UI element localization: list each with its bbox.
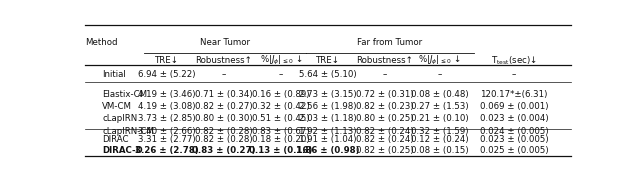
Text: 0.21 ± (0.10): 0.21 ± (0.10) [411,114,468,123]
Text: 1.92 ± (1.13): 1.92 ± (1.13) [300,127,356,135]
Text: 0.13 ± (0.16): 0.13 ± (0.16) [249,146,312,155]
Text: 0.08 ± (0.48): 0.08 ± (0.48) [411,90,468,98]
Text: 0.83 ± (0.67): 0.83 ± (0.67) [252,127,310,135]
Text: 0.12 ± (0.24): 0.12 ± (0.24) [411,135,468,144]
Text: %|$J_\phi$|$_{\leq 0}$ ↓: %|$J_\phi$|$_{\leq 0}$ ↓ [419,54,461,67]
Text: 0.82 ± (0.27): 0.82 ± (0.27) [195,102,253,111]
Text: Method: Method [85,38,118,47]
Text: Near Tumor: Near Tumor [200,38,250,47]
Text: Far from Tumor: Far from Tumor [357,38,422,47]
Text: %|$J_\phi$|$_{\leq 0}$ ↓: %|$J_\phi$|$_{\leq 0}$ ↓ [260,54,302,67]
Text: Robustness↑: Robustness↑ [356,56,413,65]
Text: 2.03 ± (1.18): 2.03 ± (1.18) [299,114,357,123]
Text: cLapIRN-CM: cLapIRN-CM [102,127,154,135]
Text: TRE↓: TRE↓ [155,56,179,65]
Text: 3.26 ± (2.78): 3.26 ± (2.78) [135,146,198,155]
Text: Elastix-CM: Elastix-CM [102,90,147,98]
Text: –: – [221,70,226,79]
Text: –: – [437,70,442,79]
Text: 0.27 ± (1.53): 0.27 ± (1.53) [411,102,468,111]
Text: 0.83 ± (0.27): 0.83 ± (0.27) [192,146,255,155]
Text: 0.069 ± (0.001): 0.069 ± (0.001) [480,102,548,111]
Text: –: – [383,70,387,79]
Text: 0.023 ± (0.004): 0.023 ± (0.004) [480,114,548,123]
Text: 0.82 ± (0.25): 0.82 ± (0.25) [356,146,414,155]
Text: 3.31 ± (2.77): 3.31 ± (2.77) [138,135,196,144]
Text: 0.82 ± (0.23): 0.82 ± (0.23) [356,102,414,111]
Text: 0.82 ± (0.28): 0.82 ± (0.28) [195,135,253,144]
Text: 0.18 ± (0.20): 0.18 ± (0.20) [252,135,310,144]
Text: 4.19 ± (3.08): 4.19 ± (3.08) [138,102,196,111]
Text: 0.82 ± (0.24): 0.82 ± (0.24) [356,135,414,144]
Text: 2.73 ± (3.15): 2.73 ± (3.15) [299,90,357,98]
Text: 0.16 ± (0.89): 0.16 ± (0.89) [252,90,310,98]
Text: 0.71 ± (0.34): 0.71 ± (0.34) [195,90,253,98]
Text: Robustness↑: Robustness↑ [195,56,252,65]
Text: –: – [278,70,283,79]
Text: 0.08 ± (0.15): 0.08 ± (0.15) [411,146,468,155]
Text: 0.82 ± (0.24): 0.82 ± (0.24) [356,127,414,135]
Text: 0.51 ± (0.45): 0.51 ± (0.45) [252,114,310,123]
Text: 5.64 ± (5.10): 5.64 ± (5.10) [299,70,357,79]
Text: 1.86 ± (0.98): 1.86 ± (0.98) [296,146,360,155]
Text: cLapIRN: cLapIRN [102,114,138,123]
Text: 0.80 ± (0.30): 0.80 ± (0.30) [195,114,253,123]
Text: 0.32 ± (0.42): 0.32 ± (0.42) [252,102,310,111]
Text: 6.94 ± (5.22): 6.94 ± (5.22) [138,70,196,79]
Text: 0.80 ± (0.25): 0.80 ± (0.25) [356,114,414,123]
Text: 3.73 ± (2.85): 3.73 ± (2.85) [138,114,196,123]
Text: 0.72 ± (0.31): 0.72 ± (0.31) [356,90,414,98]
Text: DIRAC-D: DIRAC-D [102,146,143,155]
Text: VM-CM: VM-CM [102,102,132,111]
Text: TRE↓: TRE↓ [316,56,340,65]
Text: –: – [512,70,516,79]
Text: 3.40 ± (2.66): 3.40 ± (2.66) [138,127,196,135]
Text: 0.025 ± (0.005): 0.025 ± (0.005) [480,146,548,155]
Text: DIRAC: DIRAC [102,135,129,144]
Text: 0.023 ± (0.005): 0.023 ± (0.005) [480,135,548,144]
Text: 2.56 ± (1.98): 2.56 ± (1.98) [300,102,356,111]
Text: T$_{\mathrm{test}}$(sec)↓: T$_{\mathrm{test}}$(sec)↓ [491,54,537,67]
Text: 0.32 ± (1.59): 0.32 ± (1.59) [411,127,468,135]
Text: 120.17*±(6.31): 120.17*±(6.31) [480,90,548,98]
Text: 4.19 ± (3.46): 4.19 ± (3.46) [138,90,196,98]
Text: 1.91 ± (1.04): 1.91 ± (1.04) [300,135,356,144]
Text: 0.024 ± (0.005): 0.024 ± (0.005) [480,127,548,135]
Text: 0.82 ± (0.28): 0.82 ± (0.28) [195,127,253,135]
Text: Initial: Initial [102,70,126,79]
